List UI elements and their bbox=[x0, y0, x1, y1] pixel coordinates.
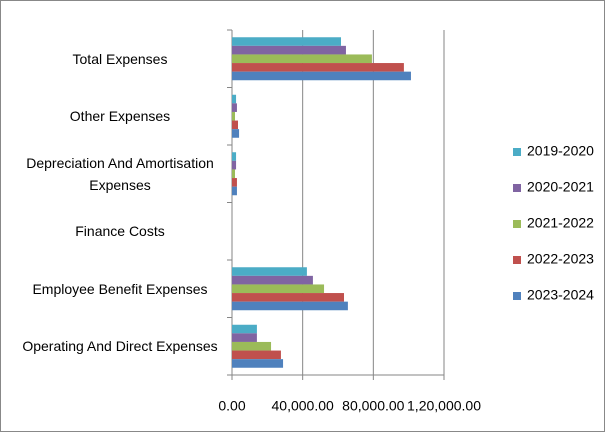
y-tick-label: Depreciation And Amortisation Expenses bbox=[26, 154, 214, 193]
bar bbox=[232, 63, 404, 72]
bar bbox=[232, 359, 284, 368]
bar bbox=[232, 160, 237, 170]
bar bbox=[232, 178, 237, 187]
y-tick-label: Operating And Direct Expenses bbox=[22, 338, 218, 355]
bar bbox=[232, 341, 272, 351]
legend-swatch bbox=[513, 148, 521, 156]
x-tick-label: 40,000.00 bbox=[272, 398, 334, 414]
bar bbox=[232, 186, 237, 196]
legend-swatch bbox=[513, 220, 521, 228]
bar bbox=[232, 37, 342, 46]
bar bbox=[232, 350, 281, 360]
bar bbox=[232, 324, 257, 334]
y-tick-label: Total Expenses bbox=[72, 50, 168, 67]
legend-swatch bbox=[513, 184, 521, 192]
bar bbox=[232, 301, 348, 311]
bar bbox=[232, 293, 345, 302]
y-tick-label: Employee Benefit Expenses bbox=[32, 280, 208, 297]
x-tick-label: 0.00 bbox=[218, 398, 245, 414]
legend-label: 2021-2022 bbox=[527, 215, 594, 231]
legend-label: 2022-2023 bbox=[527, 251, 594, 267]
bar bbox=[232, 111, 236, 121]
legend-label: 2020-2021 bbox=[527, 179, 594, 195]
legend-swatch bbox=[513, 292, 521, 300]
bar bbox=[232, 333, 257, 342]
bar bbox=[232, 120, 239, 130]
x-tick-label: 1,20,000.00 bbox=[407, 398, 481, 414]
legend-swatch bbox=[513, 256, 521, 264]
bar bbox=[232, 169, 236, 179]
bar bbox=[232, 45, 346, 55]
y-tick-label: Other Expenses bbox=[69, 108, 171, 125]
bar bbox=[232, 284, 325, 294]
x-tick-label: 80,000.00 bbox=[342, 398, 404, 414]
bar bbox=[232, 129, 240, 138]
legend-label: 2023-2024 bbox=[527, 287, 594, 303]
bar bbox=[232, 54, 372, 64]
bar bbox=[232, 267, 307, 276]
bar bbox=[232, 152, 237, 161]
bar bbox=[232, 103, 237, 112]
bar bbox=[232, 275, 313, 285]
bar bbox=[232, 94, 237, 104]
legend-label: 2019-2020 bbox=[527, 143, 594, 159]
bar bbox=[232, 71, 411, 81]
y-tick-label: Finance Costs bbox=[75, 223, 165, 240]
